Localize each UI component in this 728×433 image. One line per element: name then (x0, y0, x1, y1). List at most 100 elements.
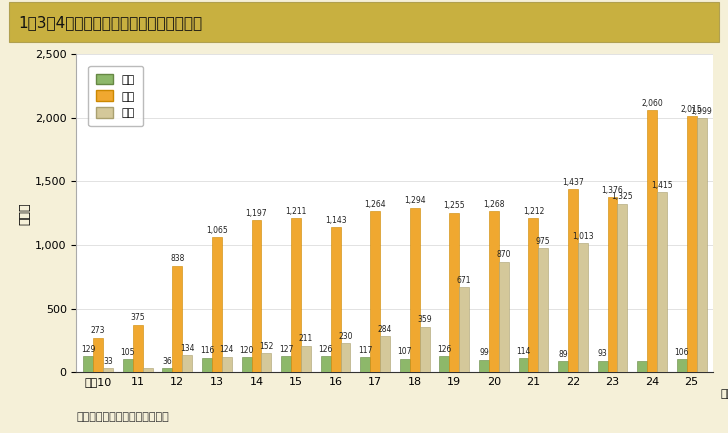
Bar (222, 357, 232, 372)
Text: 117: 117 (358, 346, 373, 355)
Bar (331, 227, 341, 372)
Bar (380, 336, 390, 372)
Text: 1,065: 1,065 (206, 226, 228, 235)
Text: 126: 126 (438, 345, 451, 354)
Bar (419, 326, 430, 372)
Text: 284: 284 (378, 325, 392, 334)
Bar (410, 208, 419, 372)
Text: 152: 152 (259, 342, 274, 351)
Text: 107: 107 (397, 347, 412, 356)
Text: 1,325: 1,325 (612, 192, 633, 201)
Bar (132, 325, 143, 372)
Bar (578, 243, 587, 372)
Bar (598, 361, 608, 372)
Bar (291, 218, 301, 372)
Bar (202, 358, 212, 372)
Bar (558, 361, 568, 372)
Text: 975: 975 (536, 237, 550, 246)
Bar (657, 192, 667, 372)
Text: 89: 89 (558, 350, 568, 359)
Bar (84, 356, 93, 372)
Bar (687, 116, 697, 372)
Text: 211: 211 (298, 334, 313, 343)
Text: 33: 33 (103, 357, 113, 366)
Bar (697, 118, 706, 372)
Text: 1,264: 1,264 (364, 200, 386, 209)
Text: 2,060: 2,060 (641, 99, 663, 108)
Text: 1,013: 1,013 (572, 232, 594, 241)
Bar (479, 360, 489, 372)
Text: （年）: （年） (721, 389, 728, 399)
Text: 838: 838 (170, 255, 184, 263)
Text: 124: 124 (220, 345, 234, 354)
Text: 1,143: 1,143 (325, 216, 347, 225)
Text: 105: 105 (121, 348, 135, 357)
Text: 1,211: 1,211 (285, 207, 306, 216)
Bar (212, 237, 222, 372)
Text: 93: 93 (598, 349, 608, 358)
Text: 106: 106 (675, 348, 689, 357)
Text: 2,015: 2,015 (681, 105, 703, 113)
Text: 134: 134 (180, 344, 194, 353)
Text: 273: 273 (91, 326, 106, 335)
Text: 120: 120 (240, 346, 254, 355)
Bar (321, 356, 331, 372)
Bar (677, 359, 687, 372)
Bar (608, 197, 617, 372)
Text: 1,268: 1,268 (483, 200, 505, 209)
Bar (9, 2, 719, 42)
Bar (123, 359, 132, 372)
Bar (489, 211, 499, 372)
Text: 1,376: 1,376 (601, 186, 623, 195)
Bar (617, 204, 628, 372)
Text: 99: 99 (479, 349, 488, 358)
Text: 1,294: 1,294 (404, 196, 426, 205)
Text: 1,255: 1,255 (443, 201, 465, 210)
Text: 1,415: 1,415 (651, 181, 673, 190)
Text: 1,212: 1,212 (523, 207, 544, 216)
Bar (341, 343, 350, 372)
Bar (242, 357, 251, 372)
Bar (568, 190, 578, 372)
Legend: 殺人, 傷害, 暴行: 殺人, 傷害, 暴行 (88, 66, 143, 126)
Bar (371, 211, 380, 372)
Text: 114: 114 (516, 346, 531, 355)
Bar (459, 287, 469, 372)
Bar (301, 346, 311, 372)
Bar (261, 353, 272, 372)
Bar (647, 110, 657, 372)
Y-axis label: （件）: （件） (18, 202, 31, 224)
Text: 375: 375 (130, 313, 145, 322)
Bar (173, 266, 182, 372)
Bar (360, 358, 371, 372)
Text: 1－3－4図　夫から妻への犯罪の検挙状況: 1－3－4図 夫から妻への犯罪の検挙状況 (18, 15, 202, 30)
Bar (93, 338, 103, 372)
Text: （備考）警察庁資料より作成。: （備考）警察庁資料より作成。 (76, 412, 169, 422)
Bar (529, 218, 539, 372)
Bar (400, 359, 410, 372)
Bar (251, 220, 261, 372)
Text: 36: 36 (162, 356, 173, 365)
Text: 230: 230 (339, 332, 353, 341)
Bar (182, 355, 192, 372)
Bar (499, 262, 509, 372)
Bar (449, 213, 459, 372)
Text: 116: 116 (199, 346, 214, 355)
Text: 127: 127 (279, 345, 293, 354)
Bar (103, 368, 113, 372)
Bar (440, 356, 449, 372)
Text: 870: 870 (496, 250, 511, 259)
Bar (518, 358, 529, 372)
Text: 671: 671 (457, 276, 472, 284)
Bar (281, 356, 291, 372)
Text: 359: 359 (417, 315, 432, 324)
Text: 129: 129 (81, 345, 95, 354)
Bar (637, 361, 647, 372)
Text: 1,197: 1,197 (245, 209, 267, 218)
Bar (143, 368, 153, 372)
Text: 1,999: 1,999 (691, 107, 713, 116)
Bar (539, 248, 548, 372)
Text: 1,437: 1,437 (562, 178, 584, 187)
Bar (162, 368, 173, 372)
Text: 126: 126 (319, 345, 333, 354)
